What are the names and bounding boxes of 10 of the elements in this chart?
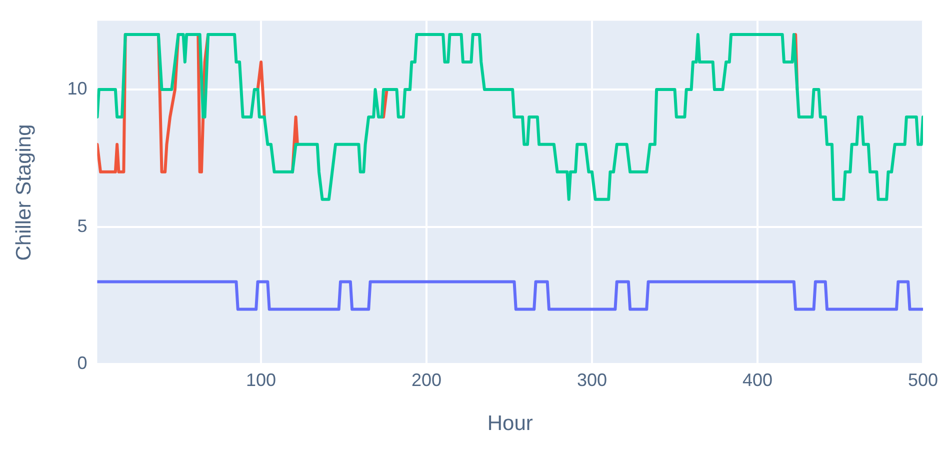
x-tick-label: 100 (246, 370, 276, 390)
y-tick-label: 10 (67, 78, 88, 98)
x-tick-label: 200 (412, 370, 442, 390)
y-tick-label: 0 (77, 353, 88, 374)
x-axis-title: Hour (487, 412, 533, 436)
y-axis-title: Chiller Staging (12, 124, 36, 261)
y-tick-label: 5 (77, 216, 88, 236)
x-tick-label: 500 (908, 370, 938, 390)
x-tick-label: 300 (577, 370, 608, 390)
x-tick-label: 400 (742, 370, 773, 390)
